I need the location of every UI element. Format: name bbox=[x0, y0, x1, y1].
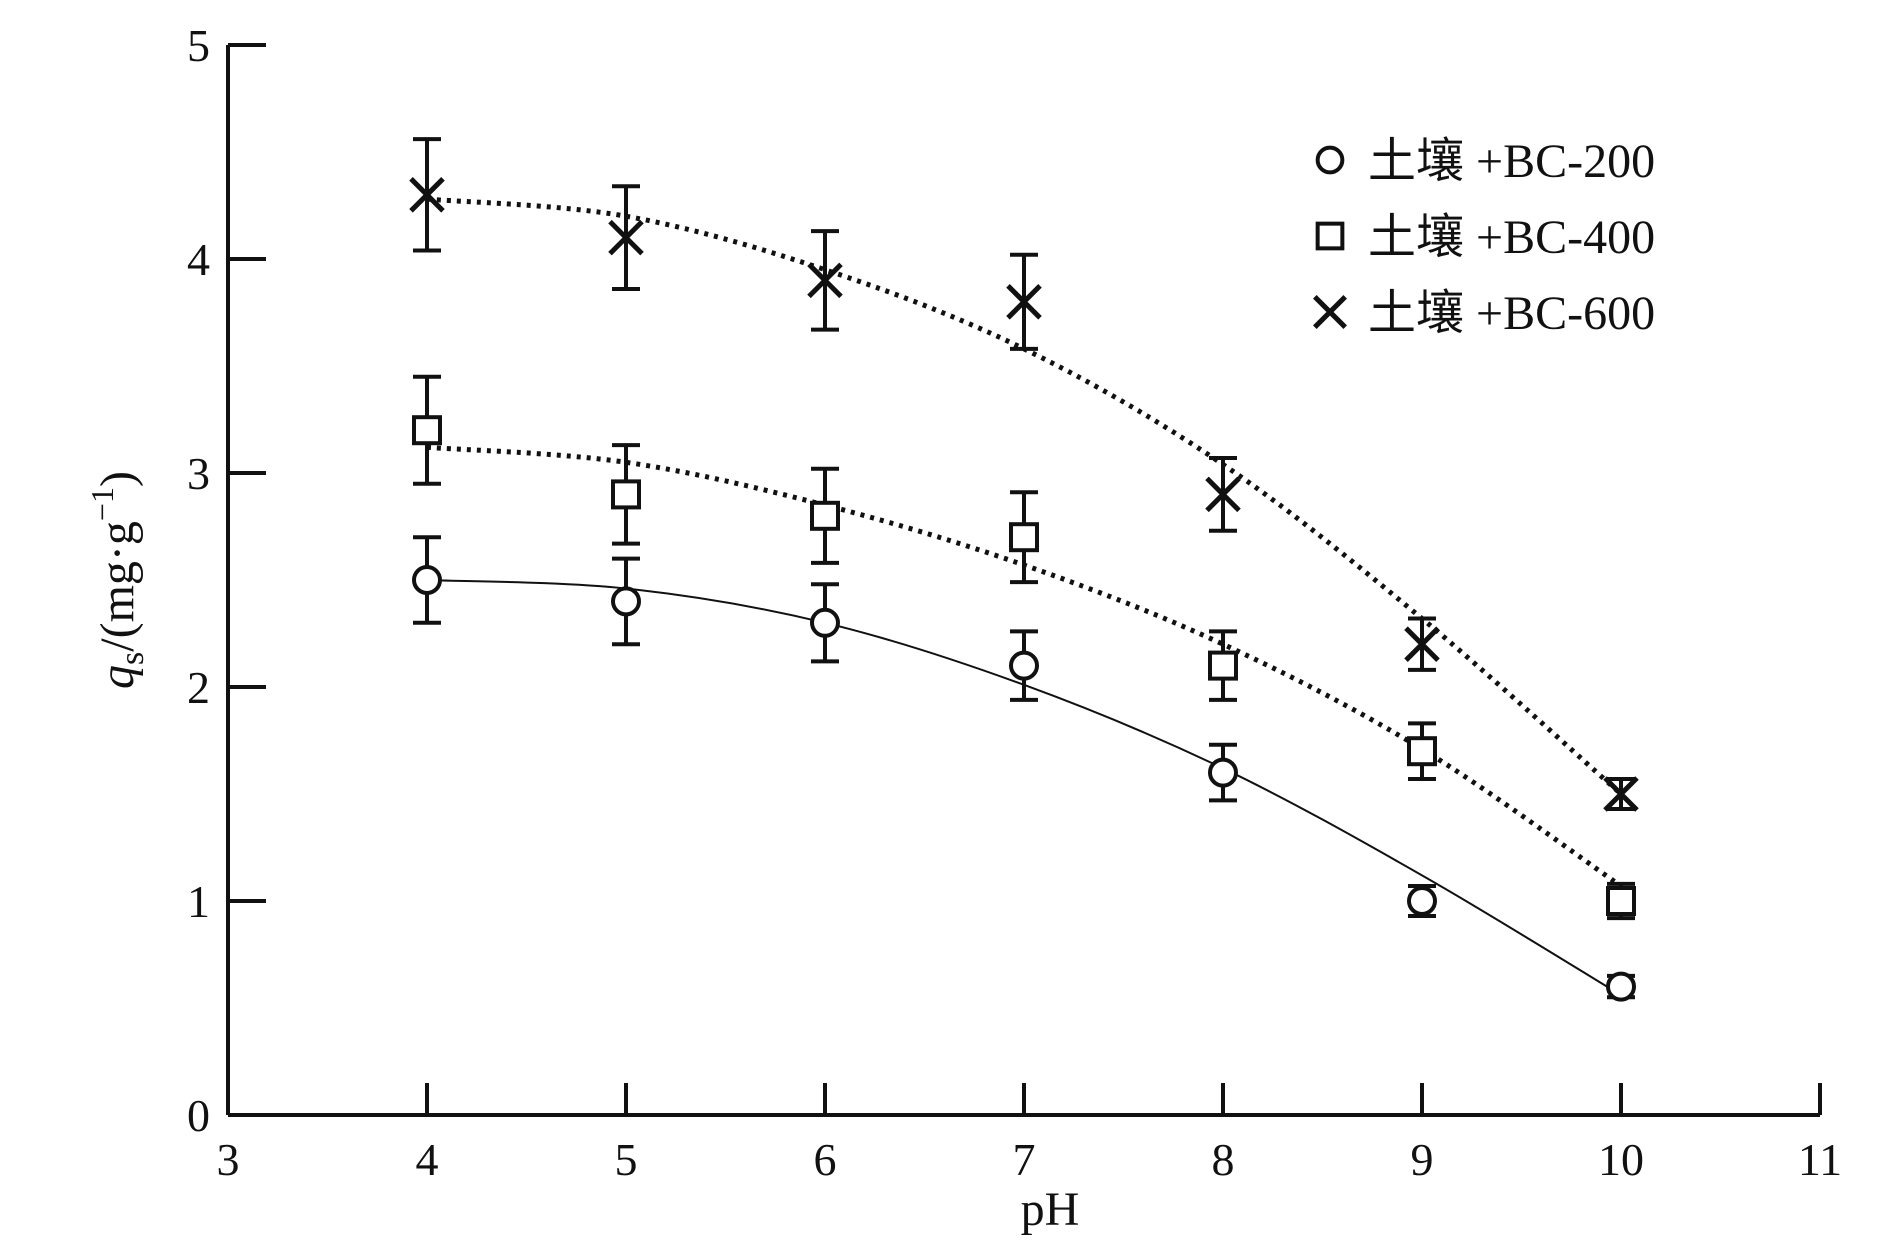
legend: 土壤 +BC-200 土壤 +BC-400 土壤 +BC-600 bbox=[1313, 135, 1655, 340]
x-tick-label-4: 4 bbox=[416, 1134, 439, 1185]
y-axis-title-suffix: ) bbox=[91, 471, 144, 487]
data-point-series-0-3 bbox=[1009, 650, 1039, 681]
data-point-series-2-0 bbox=[409, 177, 445, 213]
data-point-series-2-1 bbox=[608, 219, 644, 256]
legend-label-series-0: 土壤 +BC-200 bbox=[1368, 135, 1655, 188]
legend-label-series-2: 土壤 +BC-600 bbox=[1368, 287, 1655, 340]
y-axis-title-subscript: s bbox=[114, 652, 151, 665]
data-point-series-2-3 bbox=[1006, 284, 1042, 320]
data-point-series-2-6 bbox=[1603, 776, 1639, 812]
data-point-series-1-6 bbox=[1606, 886, 1636, 916]
data-point-series-0-4 bbox=[1208, 757, 1238, 788]
y-axis-title-prefix: /(mg·g bbox=[91, 521, 144, 652]
y-tick-label-4: 4 bbox=[187, 234, 210, 285]
y-tick-label-1: 1 bbox=[187, 876, 210, 927]
legend-marker-series-0 bbox=[1315, 145, 1345, 175]
legend-label-series-1: 土壤 +BC-400 bbox=[1368, 211, 1655, 264]
y-tick-label-0: 0 bbox=[187, 1090, 210, 1141]
x-tick-label-3: 3 bbox=[217, 1134, 240, 1185]
x-tick-label-11: 11 bbox=[1798, 1134, 1842, 1185]
data-point-series-1-1 bbox=[611, 479, 641, 510]
data-point-series-0-2 bbox=[810, 607, 840, 638]
data-point-series-1-0 bbox=[412, 415, 442, 446]
y-tick-label-3: 3 bbox=[187, 448, 210, 499]
data-point-series-0-5 bbox=[1407, 886, 1437, 916]
y-axis-title-symbol: q bbox=[91, 665, 144, 689]
data-point-series-0-1 bbox=[611, 586, 641, 617]
data-point-series-0-6 bbox=[1606, 971, 1636, 1002]
data-point-series-1-3 bbox=[1009, 522, 1039, 553]
y-tick-label-5: 5 bbox=[187, 20, 210, 71]
axes: 3 4 5 6 7 8 9 10 11 0 1 2 3 4 5 bbox=[187, 20, 1842, 1185]
data-point-series-2-5 bbox=[1404, 626, 1440, 662]
x-tick-label-8: 8 bbox=[1212, 1134, 1235, 1185]
legend-marker-series-2 bbox=[1313, 295, 1347, 329]
legend-marker-series-1 bbox=[1315, 221, 1345, 251]
x-tick-label-10: 10 bbox=[1598, 1134, 1644, 1185]
data-point-series-2-2 bbox=[807, 262, 843, 299]
data-point-series-1-4 bbox=[1208, 650, 1238, 681]
data-point-series-1-2 bbox=[810, 500, 840, 531]
data-point-series-0-0 bbox=[412, 565, 442, 595]
x-tick-label-5: 5 bbox=[615, 1134, 638, 1185]
x-tick-label-9: 9 bbox=[1411, 1134, 1434, 1185]
data-point-series-1-5 bbox=[1407, 736, 1437, 767]
y-axis-title-superscript: −1 bbox=[84, 487, 120, 521]
x-tick-label-6: 6 bbox=[814, 1134, 837, 1185]
data-point-series-2-4 bbox=[1205, 476, 1241, 513]
y-tick-label-2: 2 bbox=[187, 662, 210, 713]
x-tick-label-7: 7 bbox=[1013, 1134, 1036, 1185]
y-axis-title: qs/(mg·g−1) bbox=[84, 471, 151, 689]
data-marks bbox=[409, 137, 1639, 1002]
x-axis-title: pH bbox=[1021, 1183, 1080, 1236]
